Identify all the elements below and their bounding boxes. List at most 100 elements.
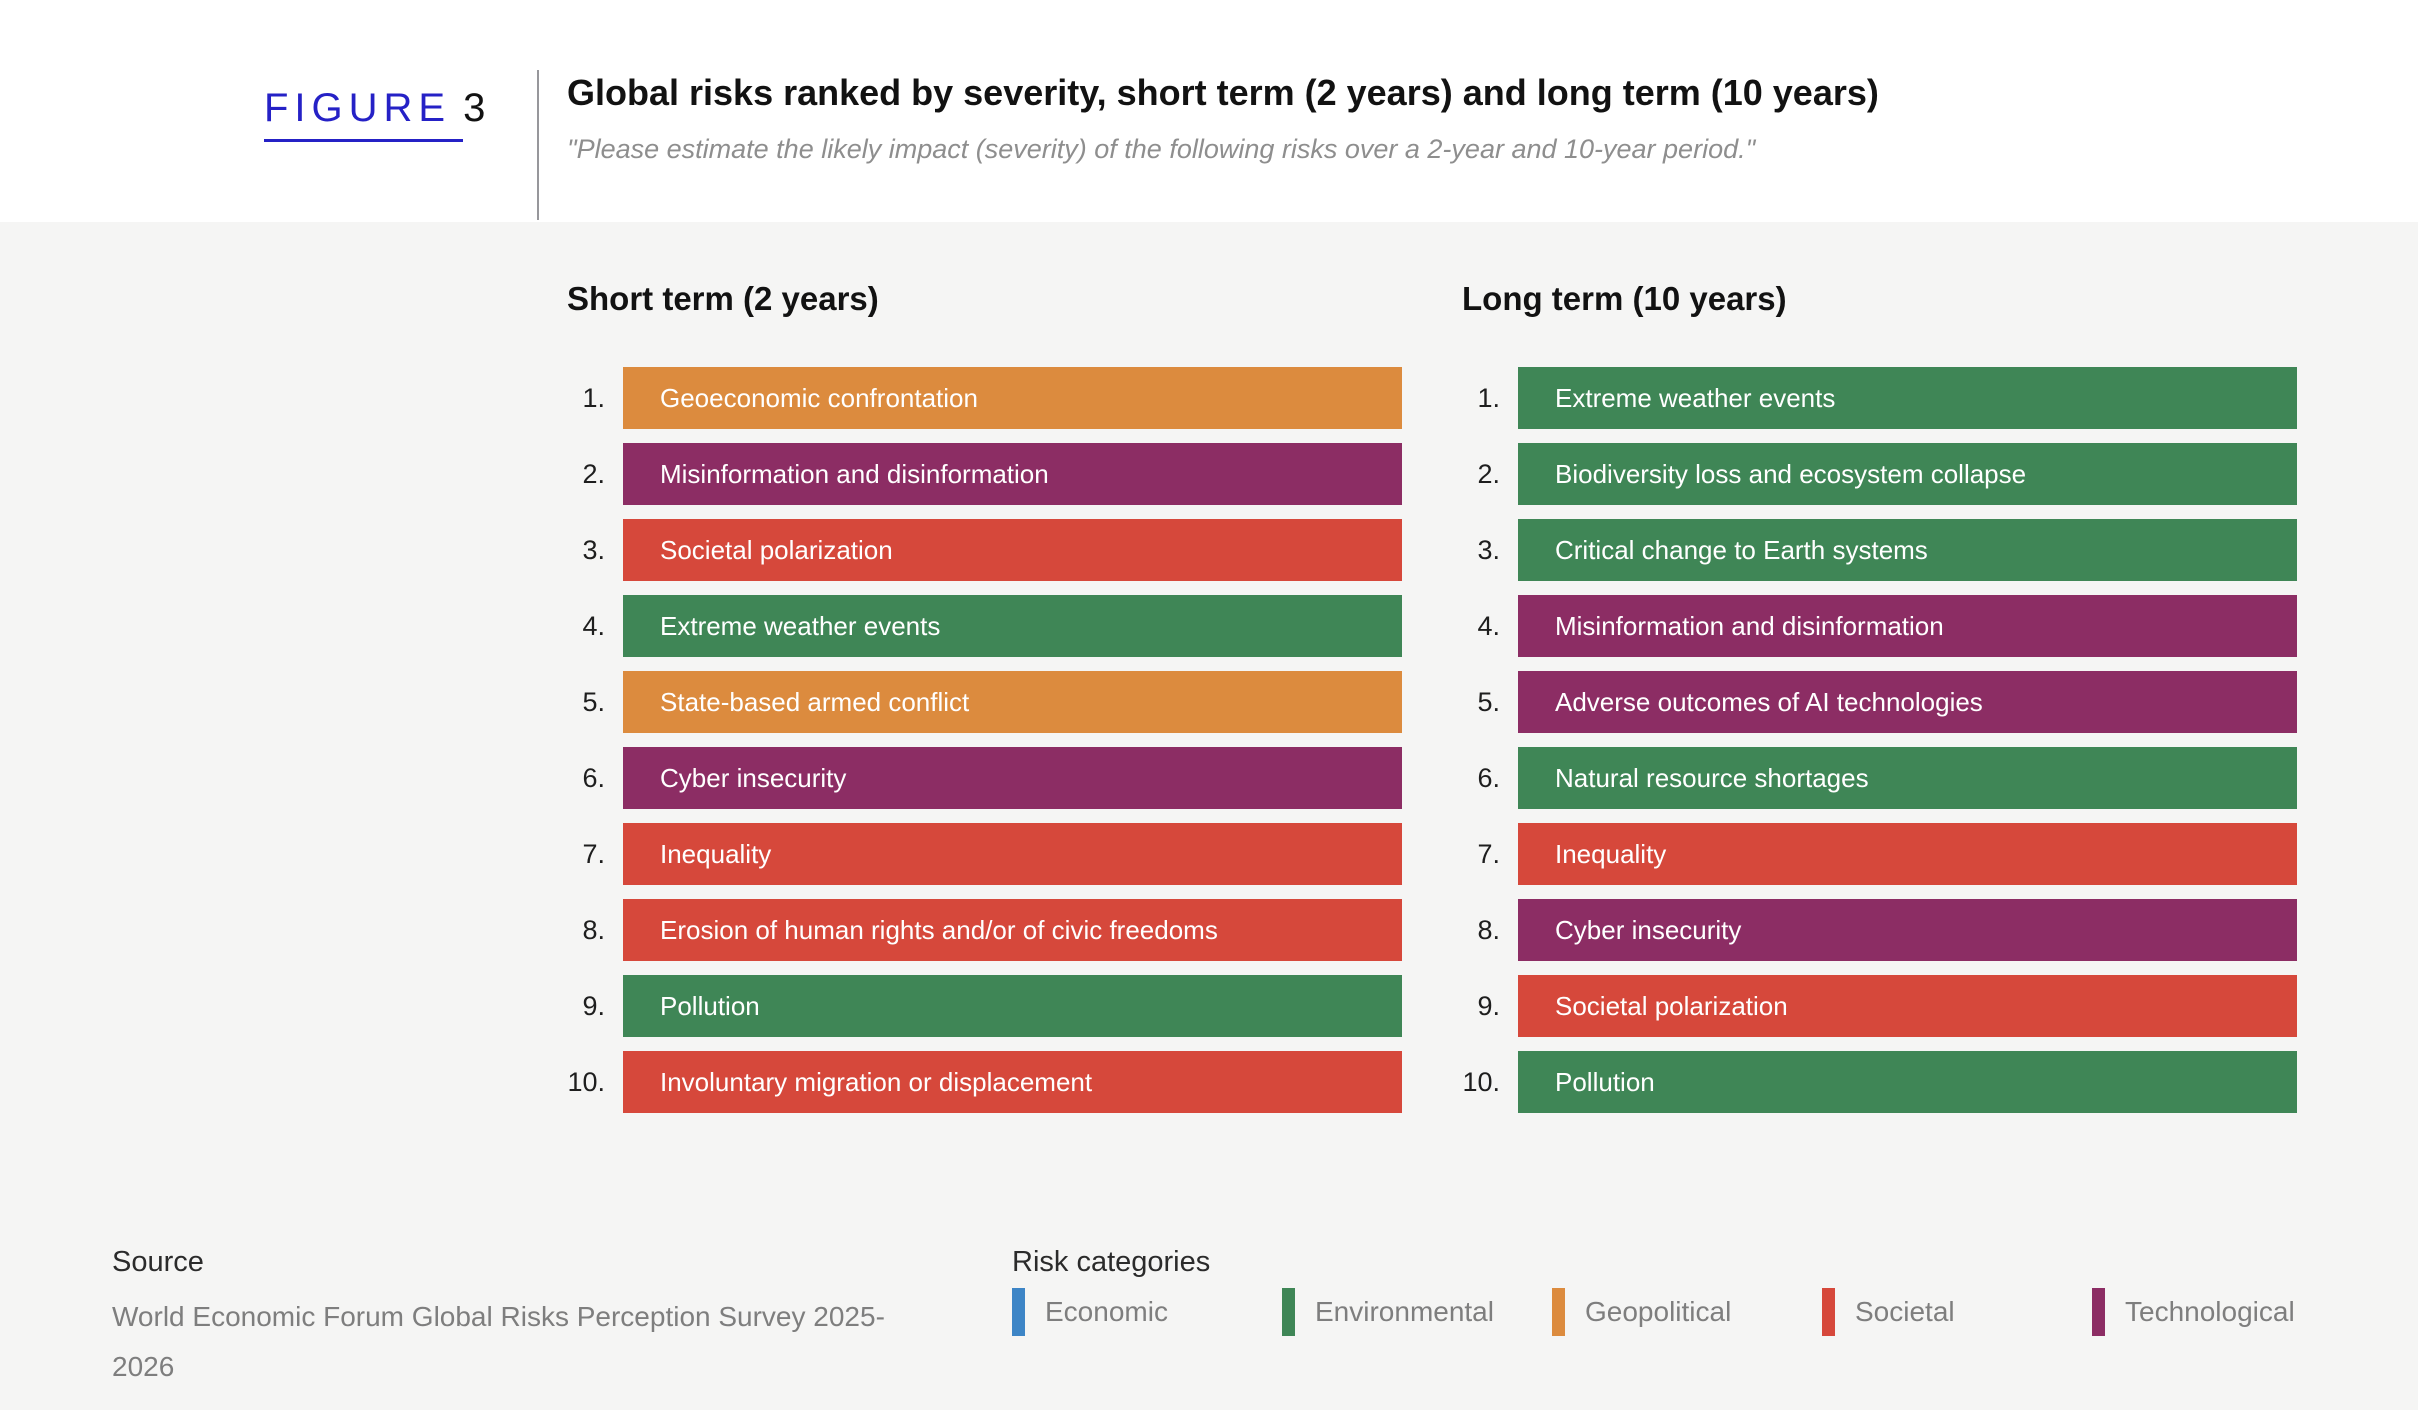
risk-bar: Extreme weather events: [1518, 367, 2297, 429]
risk-bar: Misinformation and disinformation: [1518, 595, 2297, 657]
legend-title: Risk categories: [1012, 1246, 1211, 1278]
rank-number: 4.: [582, 610, 605, 641]
rank-number: 5.: [582, 686, 605, 717]
legend-color-swatch: [1552, 1288, 1565, 1336]
ranking-row: 8. Erosion of human rights and/or of civi…: [549, 899, 1402, 961]
rank-number: 6.: [582, 762, 605, 793]
ranking-row: 4. Extreme weather events: [549, 595, 1402, 657]
figure-number: 3: [463, 86, 492, 130]
ranking-row: 9. Societal polarization: [1444, 975, 2297, 1037]
risk-label: Natural resource shortages: [1555, 762, 1869, 793]
risk-bar: Involuntary migration or displacement: [623, 1051, 1402, 1113]
risk-bar: Adverse outcomes of AI technologies: [1518, 671, 2297, 733]
figure-label-link[interactable]: FIGURE 3: [264, 86, 492, 142]
risk-bar: Misinformation and disinformation: [623, 443, 1402, 505]
ranking-rows: 1. Geoeconomic confrontation 2. Misinformat…: [549, 367, 1402, 1113]
legend-color-swatch: [2092, 1288, 2105, 1336]
legend-label: Technological: [2125, 1296, 2295, 1327]
risk-label: Misinformation and disinformation: [1555, 610, 1944, 641]
risk-bar: Societal polarization: [1518, 975, 2297, 1037]
legend-item: Geopolitical: [1552, 1288, 1822, 1336]
risk-bar: Critical change to Earth systems: [1518, 519, 2297, 581]
risk-label: Inequality: [660, 838, 772, 869]
risk-label: Critical change to Earth systems: [1555, 534, 1928, 565]
risk-label: Societal polarization: [660, 534, 893, 565]
figure-subtitle: "Please estimate the likely impact (seve…: [567, 134, 1756, 164]
risk-bar: Pollution: [1518, 1051, 2297, 1113]
rank-number: 8.: [1477, 914, 1500, 945]
ranking-row: 10. Involuntary migration or displacement: [549, 1051, 1402, 1113]
risk-bar: State-based armed conflict: [623, 671, 1402, 733]
column-title: Long term (10 years): [1462, 280, 1787, 317]
ranking-row: 5. Adverse outcomes of AI technologies: [1444, 671, 2297, 733]
risk-label: Geoeconomic confrontation: [660, 382, 978, 413]
legend-label: Economic: [1045, 1296, 1168, 1327]
ranking-row: 5. State-based armed conflict: [549, 671, 1402, 733]
figure-label-text: FIGURE: [264, 86, 464, 142]
ranking-row: 4. Misinformation and disinformation: [1444, 595, 2297, 657]
risk-label: Involuntary migration or displacement: [660, 1066, 1093, 1097]
risk-categories-legend: Economic Environmental Geopolitical Societa…: [1012, 1288, 2295, 1336]
risk-label: Erosion of human rights and/or of civic …: [660, 914, 1218, 945]
risk-bar: Cyber insecurity: [623, 747, 1402, 809]
source-label: Source: [112, 1246, 204, 1278]
rank-number: 8.: [582, 914, 605, 945]
ranking-row: 9. Pollution: [549, 975, 1402, 1037]
risk-bar: Pollution: [623, 975, 1402, 1037]
legend-label: Geopolitical: [1585, 1296, 1732, 1327]
ranking-row: 7. Inequality: [1444, 823, 2297, 885]
rank-number: 6.: [1477, 762, 1500, 793]
column-title: Short term (2 years): [567, 280, 879, 317]
risk-bar: Erosion of human rights and/or of civic …: [623, 899, 1402, 961]
ranking-column: Long term (10 years) 1. Extreme weather e…: [1444, 280, 2297, 1127]
ranking-column: Short term (2 years) 1. Geoeconomic confr…: [549, 280, 1402, 1127]
risk-label: Pollution: [660, 990, 760, 1021]
risk-label: Cyber insecurity: [1555, 914, 1742, 945]
risk-label: Misinformation and disinformation: [660, 458, 1049, 489]
risk-bar: Societal polarization: [623, 519, 1402, 581]
legend-label: Societal: [1855, 1296, 1955, 1327]
header-divider: [537, 70, 539, 220]
rank-number: 4.: [1477, 610, 1500, 641]
ranking-row: 7. Inequality: [549, 823, 1402, 885]
ranking-row: 2. Biodiversity loss and ecosystem collap…: [1444, 443, 2297, 505]
risk-bar: Cyber insecurity: [1518, 899, 2297, 961]
legend-item: Environmental: [1282, 1288, 1552, 1336]
legend-item: Economic: [1012, 1288, 1282, 1336]
risk-bar: Extreme weather events: [623, 595, 1402, 657]
ranking-row: 6. Natural resource shortages: [1444, 747, 2297, 809]
figure-header: FIGURE 3 Global risks ranked by severity,…: [0, 0, 2418, 222]
legend-label: Environmental: [1315, 1296, 1494, 1327]
rank-number: 2.: [1477, 458, 1500, 489]
risk-bar: Geoeconomic confrontation: [623, 367, 1402, 429]
rank-number: 1.: [1477, 382, 1500, 413]
source-text: World Economic Forum Global Risks Percep…: [112, 1301, 885, 1382]
rank-number: 3.: [582, 534, 605, 565]
risk-label: State-based armed conflict: [660, 686, 970, 717]
rank-number: 1.: [582, 382, 605, 413]
risk-label: Pollution: [1555, 1066, 1655, 1097]
risk-label: Societal polarization: [1555, 990, 1788, 1021]
rank-number: 7.: [582, 838, 605, 869]
legend-item: Technological: [2092, 1288, 2295, 1336]
ranking-row: 6. Cyber insecurity: [549, 747, 1402, 809]
rank-number: 3.: [1477, 534, 1500, 565]
risk-label: Extreme weather events: [660, 610, 941, 641]
ranking-row: 1. Geoeconomic confrontation: [549, 367, 1402, 429]
legend-color-swatch: [1822, 1288, 1835, 1336]
ranking-row: 8. Cyber insecurity: [1444, 899, 2297, 961]
risk-bar: Biodiversity loss and ecosystem collapse: [1518, 443, 2297, 505]
risk-label: Biodiversity loss and ecosystem collapse: [1555, 458, 2027, 489]
legend-color-swatch: [1012, 1288, 1025, 1336]
risk-label: Extreme weather events: [1555, 382, 1836, 413]
ranking-row: 1. Extreme weather events: [1444, 367, 2297, 429]
rank-number: 10.: [1462, 1066, 1500, 1097]
rank-number: 2.: [582, 458, 605, 489]
ranking-row: 10. Pollution: [1444, 1051, 2297, 1113]
risk-bar: Inequality: [623, 823, 1402, 885]
figure-title: Global risks ranked by severity, short t…: [567, 72, 1879, 113]
rank-number: 9.: [1477, 990, 1500, 1021]
rank-number: 9.: [582, 990, 605, 1021]
ranking-row: 3. Societal polarization: [549, 519, 1402, 581]
legend-item: Societal: [1822, 1288, 2092, 1336]
